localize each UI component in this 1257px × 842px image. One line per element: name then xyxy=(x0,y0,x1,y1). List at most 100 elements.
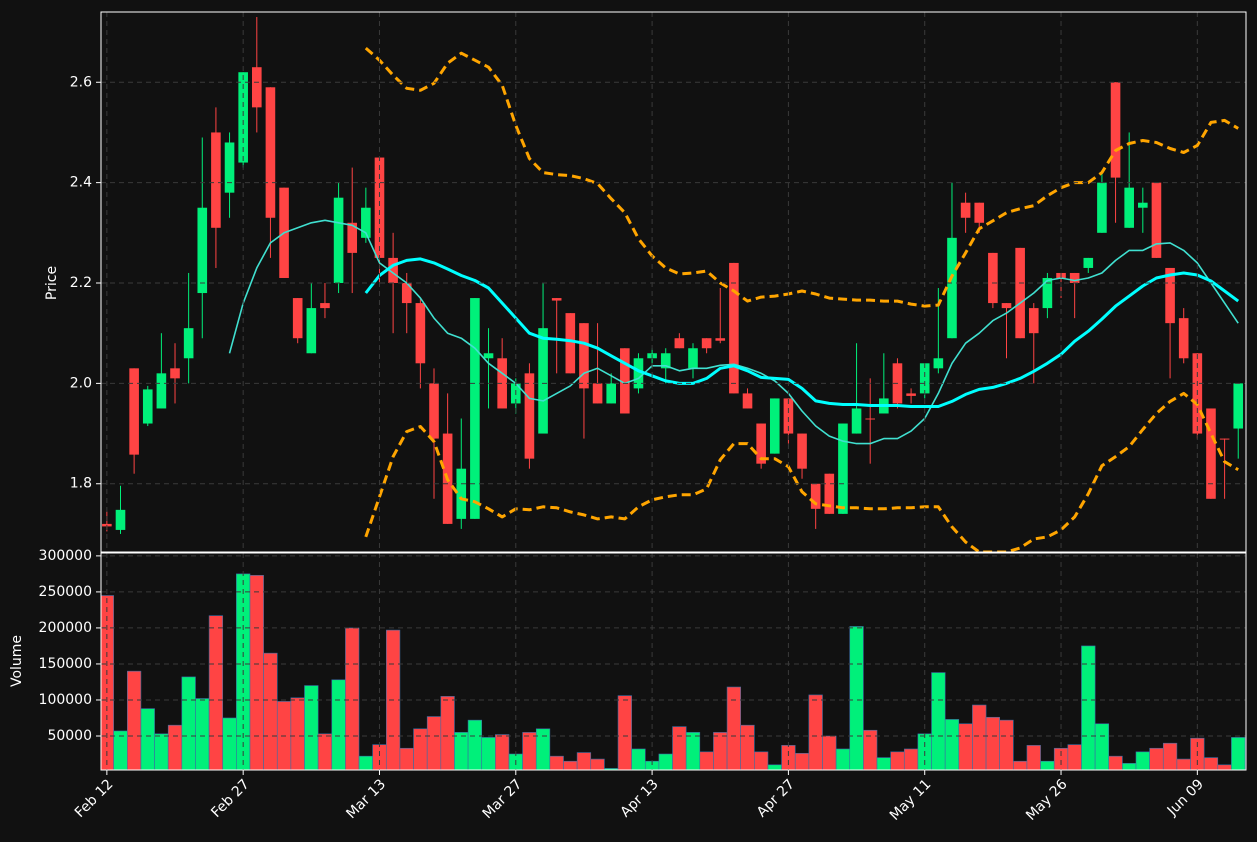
candle-body xyxy=(524,373,535,459)
volume-bar xyxy=(1122,763,1137,770)
volume-bar xyxy=(781,745,796,770)
volume-bar xyxy=(317,733,333,770)
volume-bar xyxy=(399,747,414,770)
candle-body xyxy=(810,483,821,509)
candle-body xyxy=(170,368,180,379)
volume-bar xyxy=(495,734,510,770)
volume-bar xyxy=(890,751,905,770)
y-tick-label: 250000 xyxy=(39,584,92,600)
candle-body xyxy=(1110,82,1121,178)
candle-body xyxy=(565,313,576,374)
candle-body xyxy=(1042,277,1053,309)
y-axis-label: Volume xyxy=(9,635,25,687)
candle-body xyxy=(974,202,985,223)
volume-bar xyxy=(195,698,210,770)
volume-bar xyxy=(372,744,387,770)
candle-body xyxy=(252,67,262,108)
volume-bar xyxy=(1176,758,1191,770)
y-tick-label: 50000 xyxy=(47,728,92,744)
candle-body xyxy=(756,423,766,464)
volume-bar xyxy=(767,764,782,770)
volume-bar xyxy=(154,733,169,770)
candle-body xyxy=(1233,383,1244,429)
volume-bar xyxy=(1094,723,1110,770)
volume-bar xyxy=(167,724,183,770)
candle-body xyxy=(115,509,126,530)
candle-body xyxy=(265,87,276,218)
volume-bar xyxy=(672,726,687,770)
volume-bar xyxy=(127,670,142,770)
volume-bar xyxy=(1135,751,1150,770)
overlay-line xyxy=(364,46,1239,308)
candle-body xyxy=(142,389,153,424)
candle-body xyxy=(688,348,698,369)
candle-body xyxy=(742,393,753,409)
candle-body xyxy=(919,363,930,394)
overlay-line xyxy=(364,257,1240,408)
candle-body xyxy=(347,222,358,253)
volume-bar xyxy=(822,735,837,770)
volume-bar xyxy=(958,723,973,770)
candle-body xyxy=(320,303,330,309)
y-tick-label: 2.6 xyxy=(70,74,92,90)
volume-bar xyxy=(876,757,891,770)
candle-body xyxy=(183,328,194,359)
candle-body xyxy=(333,197,344,284)
volume-bar xyxy=(576,752,592,770)
candle-body xyxy=(197,207,208,294)
candle-body xyxy=(592,383,603,404)
candle-body xyxy=(906,393,916,396)
candle-body xyxy=(211,132,221,228)
volume-bar xyxy=(1162,742,1178,770)
candle-body xyxy=(1028,308,1039,334)
volume-bar xyxy=(1040,760,1055,770)
volume-bar xyxy=(522,732,537,770)
volume-bar xyxy=(863,729,878,770)
candle-body xyxy=(1124,187,1134,228)
volume-bar xyxy=(181,676,196,770)
volume-bar xyxy=(903,748,919,770)
candle-body xyxy=(1097,182,1107,233)
y-axis-label: Price xyxy=(44,266,60,300)
candle-body xyxy=(429,383,439,439)
candle-body xyxy=(292,298,303,339)
volume-bar xyxy=(290,697,305,770)
candle-body xyxy=(1015,247,1025,339)
candle-body xyxy=(456,468,467,519)
volume-bar xyxy=(345,627,360,770)
candle-body xyxy=(933,358,944,369)
volume-bar xyxy=(1108,755,1123,770)
volume-bar xyxy=(931,672,946,770)
volume-bar xyxy=(658,753,673,770)
candle-body xyxy=(1206,408,1216,499)
plot-area xyxy=(102,17,1244,552)
y-tick-label: 300000 xyxy=(39,548,92,564)
candle-body xyxy=(988,252,998,304)
volume-bar xyxy=(426,716,442,770)
candle-body xyxy=(401,283,412,304)
candle-body xyxy=(497,358,507,409)
volume-bar xyxy=(208,615,224,770)
plot-area xyxy=(101,573,1246,770)
candle-body xyxy=(361,207,371,238)
candle-body xyxy=(865,418,875,420)
volume-bar xyxy=(849,626,864,770)
y-tick-label: 100000 xyxy=(39,692,92,708)
volume-bar xyxy=(631,748,646,770)
volume-bar xyxy=(808,694,823,770)
volume-bar xyxy=(985,716,1000,770)
candle-body xyxy=(306,308,317,354)
volume-bar xyxy=(726,686,742,770)
volume-bar xyxy=(1231,737,1246,770)
candle-body xyxy=(129,368,139,455)
volume-bar xyxy=(1067,744,1082,770)
plot-frame xyxy=(100,552,1247,771)
candle-body xyxy=(838,423,848,514)
volume-bar xyxy=(454,732,469,770)
candle-body xyxy=(238,72,248,163)
volume-bar xyxy=(222,717,237,770)
candle-body xyxy=(470,298,480,519)
volume-bar xyxy=(1149,747,1164,770)
volume-bar xyxy=(481,737,496,770)
